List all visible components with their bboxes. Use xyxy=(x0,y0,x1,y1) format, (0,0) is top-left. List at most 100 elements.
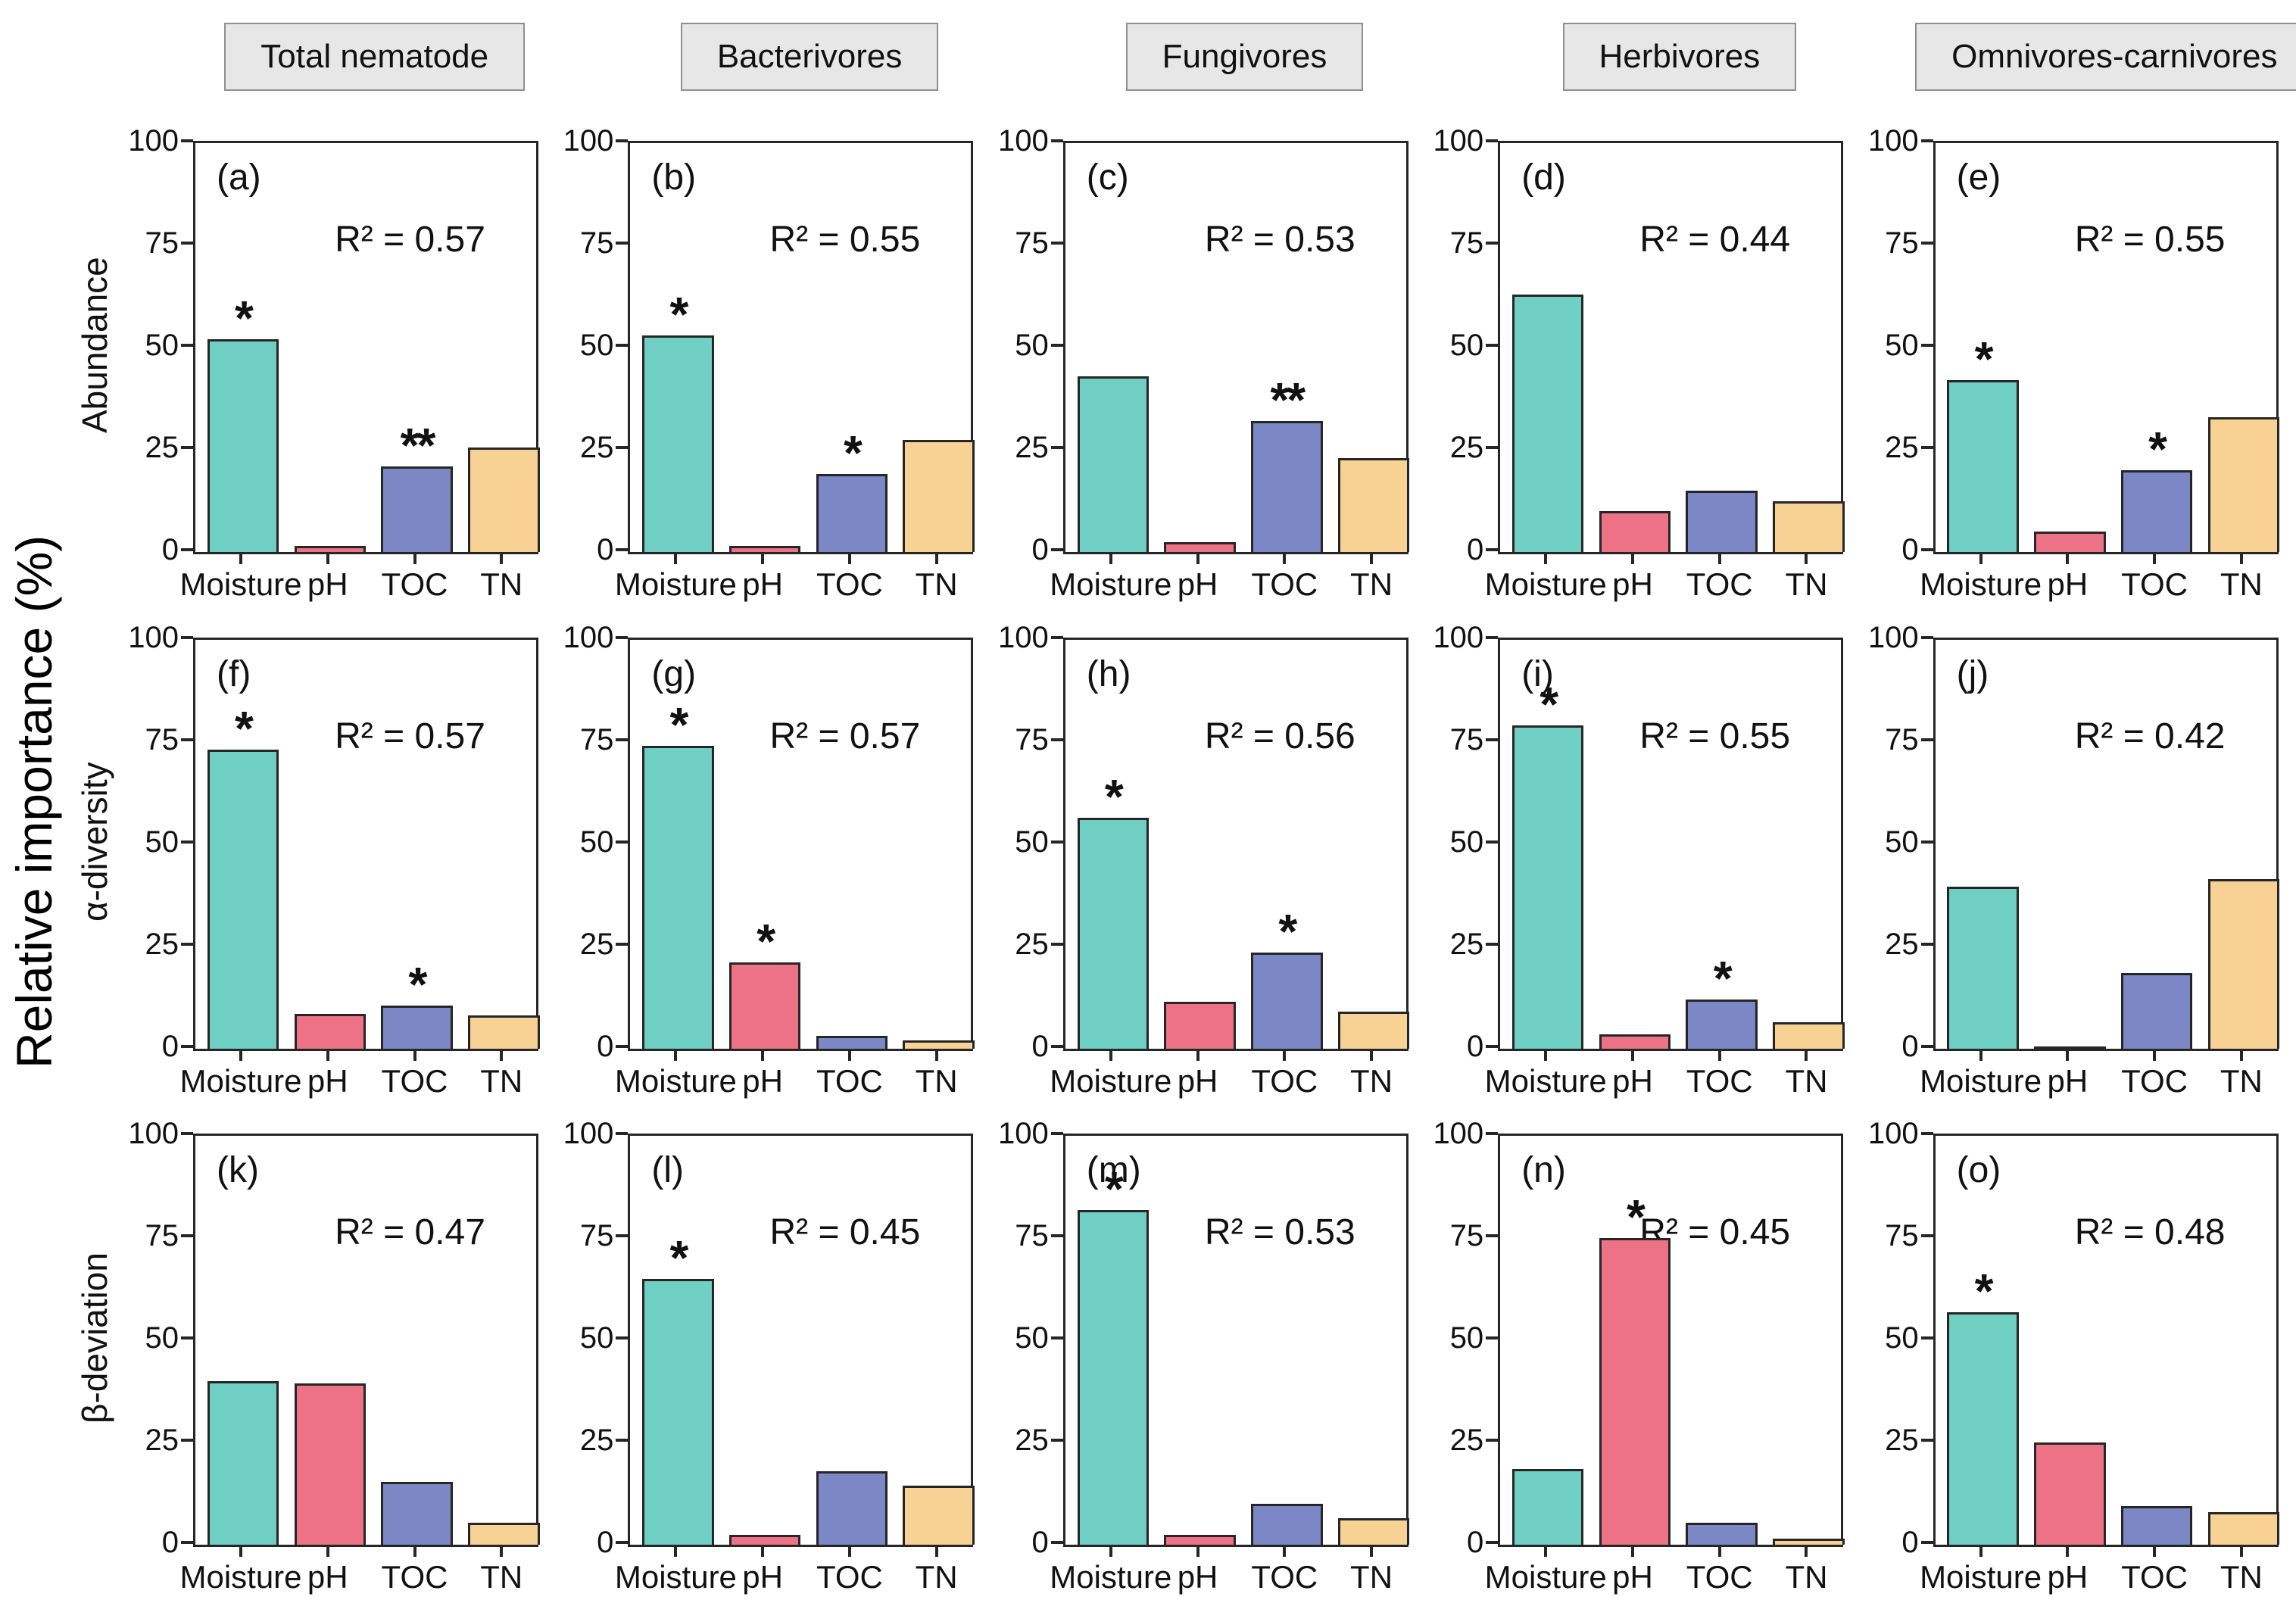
column-header: Total nematode xyxy=(224,23,526,91)
x-tick-mark xyxy=(2239,1048,2243,1061)
y-tick-mark xyxy=(1920,1044,1933,1048)
x-tick-mark xyxy=(761,552,765,564)
x-tick-label: TN xyxy=(915,566,958,602)
y-tick-label: 100 xyxy=(563,620,614,654)
bar-toc xyxy=(1686,999,1758,1049)
y-tick-label: 25 xyxy=(1449,927,1484,961)
bar-ph xyxy=(294,1383,366,1545)
x-tick-label: pH xyxy=(742,1062,783,1099)
plot-area: (e) R² = 0.55 * * xyxy=(1933,141,2280,554)
y-tick-mark xyxy=(616,344,629,347)
y-tick-label: 25 xyxy=(145,1424,179,1458)
y-tick-mark xyxy=(1486,1336,1499,1340)
x-tick-label: TOC xyxy=(381,566,448,602)
significance-stars: * xyxy=(2148,422,2167,476)
bar-moisture xyxy=(207,750,279,1049)
bar-ph xyxy=(1599,511,1671,552)
y-tick-label: 0 xyxy=(161,533,179,566)
y-tick-label: 75 xyxy=(1449,226,1484,260)
plot-area: (f) R² = 0.57 * * xyxy=(193,637,540,1051)
x-tick-mark xyxy=(326,552,329,564)
column-header-cell: Omnivores-carnivores xyxy=(1861,0,2296,114)
x-tick-mark xyxy=(2066,1545,2070,1558)
y-tick-mark xyxy=(1050,548,1063,551)
x-tick-mark xyxy=(1370,1048,1374,1061)
y-tick-mark xyxy=(1050,242,1063,245)
y-tick-mark xyxy=(181,1132,193,1136)
y-tick-mark xyxy=(1486,1541,1499,1545)
y-tick-mark xyxy=(616,1541,629,1545)
plot-area: (c) R² = 0.53 ** xyxy=(1062,141,1410,554)
y-tick-mark xyxy=(1486,635,1499,639)
significance-stars: * xyxy=(1626,1190,1646,1245)
y-tick-label: 25 xyxy=(1449,1424,1484,1458)
x-tick-mark xyxy=(500,1048,504,1061)
y-tick-label: 0 xyxy=(1466,1526,1484,1560)
y-tick-mark xyxy=(616,139,629,142)
x-tick-label: pH xyxy=(742,566,783,602)
bar-ph xyxy=(2034,532,2106,552)
r-squared-label: R² = 0.42 xyxy=(2074,716,2226,756)
panel-letter: (f) xyxy=(217,653,251,694)
bar-ph xyxy=(1599,1238,1671,1545)
x-tick-mark xyxy=(500,552,504,564)
x-tick-label: TOC xyxy=(381,1062,448,1099)
y-tick-mark xyxy=(1920,242,1933,245)
x-tick-mark xyxy=(1717,1545,1721,1558)
y-tick-mark xyxy=(1050,344,1063,347)
y-tick-mark xyxy=(616,1336,629,1340)
x-tick-label: Moisture xyxy=(1484,1559,1607,1595)
bar-tn xyxy=(1337,1518,1410,1545)
x-tick-label: TN xyxy=(480,566,523,602)
x-tick-mark xyxy=(1630,1545,1634,1558)
y-tick-mark xyxy=(616,840,629,844)
x-tick-mark xyxy=(1109,552,1112,564)
bar-tn xyxy=(903,1486,975,1545)
r-squared-label: R² = 0.48 xyxy=(2074,1212,2226,1253)
bar-tn xyxy=(1773,1021,1845,1049)
y-tick-label: 25 xyxy=(1885,431,1919,464)
significance-stars: * xyxy=(756,914,775,969)
significance-stars: * xyxy=(843,426,863,481)
y-tick-mark xyxy=(1920,1234,1933,1238)
y-tick-mark xyxy=(181,344,193,347)
y-tick-mark xyxy=(1920,446,1933,449)
y-tick-mark xyxy=(1050,1541,1063,1545)
y-tick-label: 75 xyxy=(1885,722,1919,756)
y-tick-label: 0 xyxy=(1031,533,1049,566)
r-squared-label: R² = 0.55 xyxy=(2074,220,2226,260)
x-tick-label: pH xyxy=(2047,566,2089,602)
y-tick-label: 75 xyxy=(1015,226,1049,260)
y-tick-label: 50 xyxy=(1449,329,1484,362)
y-tick-mark xyxy=(1486,139,1499,142)
y-tick-label: 0 xyxy=(161,1526,179,1560)
chart-panel: (h) R² = 0.56 * * 0 25 50 75 100 Moisture pH TOC… xyxy=(991,610,1426,1107)
r-squared-label: R² = 0.55 xyxy=(769,220,921,260)
bar-ph xyxy=(294,1013,366,1049)
y-tick-label: 100 xyxy=(128,1117,179,1151)
bar-moisture xyxy=(1077,817,1150,1049)
y-tick-mark xyxy=(1486,242,1499,245)
bar-moisture xyxy=(207,1381,279,1545)
y-tick-label: 50 xyxy=(145,825,179,859)
x-tick-mark xyxy=(1370,552,1374,564)
y-tick-label: 25 xyxy=(1015,927,1049,961)
y-tick-mark xyxy=(1050,446,1063,449)
plot-area: (n) R² = 0.45 * xyxy=(1498,1134,1845,1548)
chart-grid: Total nematode Bacterivores Fungivores Herb… xyxy=(75,0,2296,1603)
x-tick-mark xyxy=(934,1545,938,1558)
y-tick-label: 100 xyxy=(1433,620,1484,654)
bar-toc xyxy=(1251,1504,1323,1545)
y-tick-label: 0 xyxy=(1901,1029,1919,1063)
bar-toc xyxy=(1686,491,1758,552)
y-tick-label: 100 xyxy=(1867,620,1919,654)
y-tick-mark xyxy=(1486,1044,1499,1048)
y-tick-label: 0 xyxy=(597,1526,614,1560)
significance-stars: * xyxy=(669,697,688,753)
x-tick-label: pH xyxy=(1612,566,1653,602)
y-tick-mark xyxy=(1486,738,1499,741)
y-tick-label: 100 xyxy=(128,620,179,654)
column-header: Fungivores xyxy=(1125,23,1364,91)
x-tick-label: pH xyxy=(1177,1559,1218,1595)
x-tick-label: TN xyxy=(915,1062,958,1099)
